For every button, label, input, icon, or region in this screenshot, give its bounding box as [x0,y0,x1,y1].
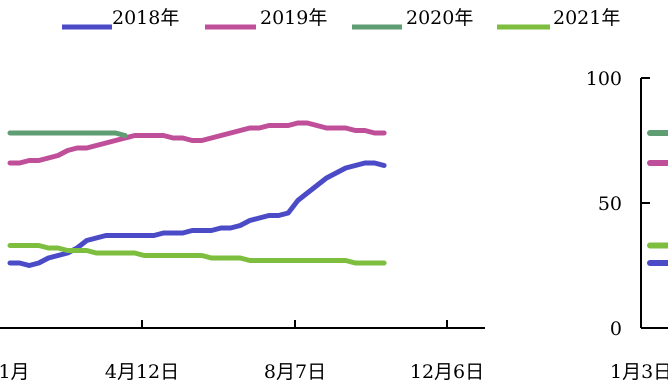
left-series-group [7,120,387,268]
legend-item: 2020年 [352,7,473,30]
y-tick-label: 0 [610,318,622,340]
legend: 2018年 2019年 2020年 2021年 [62,7,620,30]
x-tick-label: 1月 [0,361,30,383]
legend-item: 2021年 [497,7,620,30]
legend-label-2021: 2021年 [553,7,620,29]
x-tick-label: 12月6日 [410,361,484,383]
legend-label-2018: 2018年 [112,7,179,29]
x-tick-label: 1月3日 [610,361,668,383]
x-tick-label: 4月12日 [105,361,179,383]
left-panel: 1月 4月12日 8月7日 12月6日 [0,120,485,383]
right-series-group [647,130,668,266]
legend-item: 2019年 [205,7,327,30]
series-line-2021 [7,243,387,266]
legend-label-2019: 2019年 [260,7,327,29]
x-tick-label: 8月7日 [264,361,326,383]
right-panel: 100 50 0 1月3日 [586,68,668,383]
right-x-ticks: 1月3日 [610,361,668,383]
series-line-2019 [7,120,387,166]
right-y-ticks: 100 50 0 [586,68,650,340]
y-tick-label: 50 [598,193,622,215]
legend-item: 2018年 [62,7,179,30]
left-x-ticks: 1月 4月12日 8月7日 12月6日 [0,320,484,383]
legend-label-2020: 2020年 [406,7,473,29]
y-tick-label: 100 [586,68,622,90]
series-line-2020 [7,130,128,138]
